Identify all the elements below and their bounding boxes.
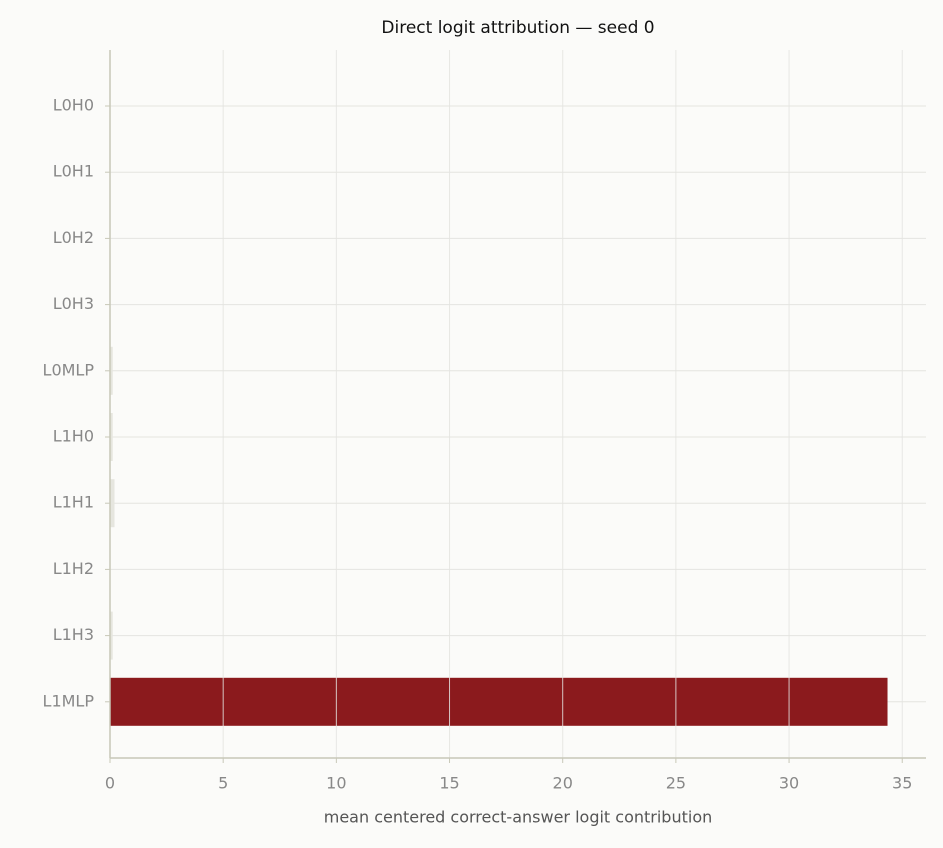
bar bbox=[110, 611, 113, 660]
x-tick-label: 5 bbox=[218, 774, 228, 793]
y-tick-label: L1MLP bbox=[43, 691, 95, 710]
y-tick-label: L0H2 bbox=[53, 228, 94, 247]
bar bbox=[110, 479, 115, 528]
x-tick-label: 20 bbox=[553, 774, 573, 793]
bar bbox=[110, 413, 113, 461]
bar bbox=[110, 677, 888, 726]
y-tick-label: L1H0 bbox=[53, 427, 94, 446]
y-tick-label: L0MLP bbox=[43, 360, 95, 379]
x-axis-label: mean centered correct-answer logit contr… bbox=[324, 808, 713, 827]
x-tick-label: 0 bbox=[105, 774, 115, 793]
x-tick-label: 35 bbox=[892, 774, 912, 793]
x-tick-label: 25 bbox=[666, 774, 686, 793]
y-tick-label: L1H2 bbox=[53, 559, 94, 578]
y-tick-label: L0H3 bbox=[53, 294, 94, 313]
y-tick-label: L1H1 bbox=[53, 493, 94, 512]
x-tick-label: 15 bbox=[439, 774, 459, 793]
bar bbox=[110, 346, 113, 395]
x-tick-label: 30 bbox=[779, 774, 799, 793]
chart-title: Direct logit attribution — seed 0 bbox=[381, 18, 654, 38]
y-tick-label: L1H3 bbox=[53, 625, 94, 644]
y-tick-label: L0H1 bbox=[53, 162, 94, 181]
x-tick-label: 10 bbox=[326, 774, 346, 793]
y-tick-label: L0H0 bbox=[53, 96, 94, 115]
